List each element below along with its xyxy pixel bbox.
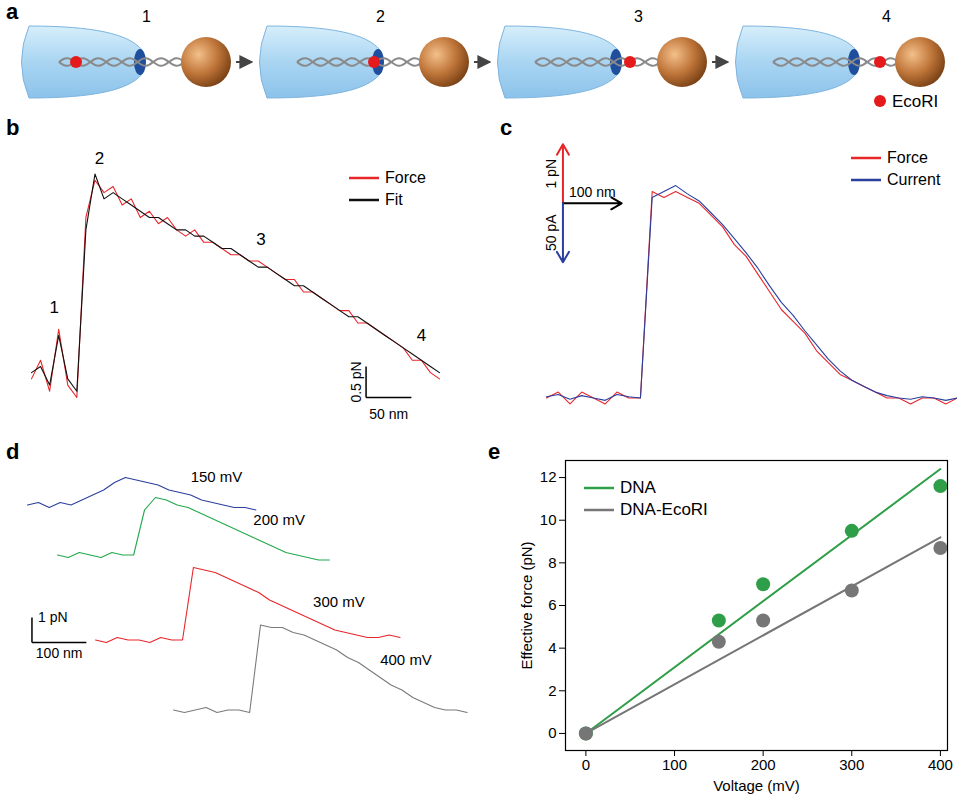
svg-text:Effective force (pN): Effective force (pN) bbox=[518, 541, 535, 669]
svg-text:400: 400 bbox=[928, 756, 953, 773]
svg-text:100 nm: 100 nm bbox=[569, 184, 616, 200]
svg-text:400 mV: 400 mV bbox=[380, 651, 432, 668]
html-text:DNA: DNA bbox=[620, 478, 656, 497]
svg-text:8: 8 bbox=[548, 554, 556, 571]
html-text:a: a bbox=[6, 0, 19, 24]
svg-text:2: 2 bbox=[548, 682, 556, 699]
html-text:Force: Force bbox=[887, 149, 928, 166]
svg-text:1 pN: 1 pN bbox=[543, 159, 559, 189]
svg-text:150 mV: 150 mV bbox=[191, 468, 243, 485]
html-text:Force: Force bbox=[385, 169, 426, 186]
html-text:e: e bbox=[488, 439, 501, 464]
html-text:b: b bbox=[6, 115, 20, 140]
svg-text:100 nm: 100 nm bbox=[36, 645, 83, 661]
svg-text:4: 4 bbox=[882, 8, 891, 25]
svg-text:1 pN: 1 pN bbox=[38, 609, 68, 625]
svg-text:Voltage (mV): Voltage (mV) bbox=[713, 777, 800, 794]
svg-text:200: 200 bbox=[751, 756, 776, 773]
svg-text:300: 300 bbox=[839, 756, 864, 773]
svg-text:50 nm: 50 nm bbox=[369, 406, 408, 422]
html-text:c: c bbox=[500, 115, 513, 140]
svg-text:6: 6 bbox=[548, 596, 556, 613]
svg-text:0.5 pN: 0.5 pN bbox=[348, 361, 364, 402]
svg-text:50 pA: 50 pA bbox=[543, 214, 559, 251]
svg-text:0: 0 bbox=[548, 724, 556, 741]
html-text:DNA-EcoRI: DNA-EcoRI bbox=[620, 500, 708, 519]
html-text:Fit: Fit bbox=[385, 191, 403, 208]
svg-text:EcoRI: EcoRI bbox=[892, 92, 938, 111]
svg-text:10: 10 bbox=[540, 511, 557, 528]
svg-text:3: 3 bbox=[634, 8, 643, 25]
html-text:Current: Current bbox=[887, 171, 941, 188]
svg-text:2: 2 bbox=[95, 149, 104, 168]
svg-text:4: 4 bbox=[548, 639, 556, 656]
svg-text:100: 100 bbox=[662, 756, 687, 773]
svg-text:1: 1 bbox=[49, 298, 58, 317]
html-text:d: d bbox=[6, 439, 20, 464]
svg-text:12: 12 bbox=[540, 468, 557, 485]
svg-text:0: 0 bbox=[582, 756, 590, 773]
svg-text:4: 4 bbox=[417, 326, 426, 345]
svg-text:200 mV: 200 mV bbox=[253, 511, 305, 528]
svg-text:300 mV: 300 mV bbox=[313, 593, 365, 610]
svg-text:1: 1 bbox=[142, 8, 151, 25]
svg-text:2: 2 bbox=[376, 8, 385, 25]
svg-text:3: 3 bbox=[256, 230, 265, 249]
